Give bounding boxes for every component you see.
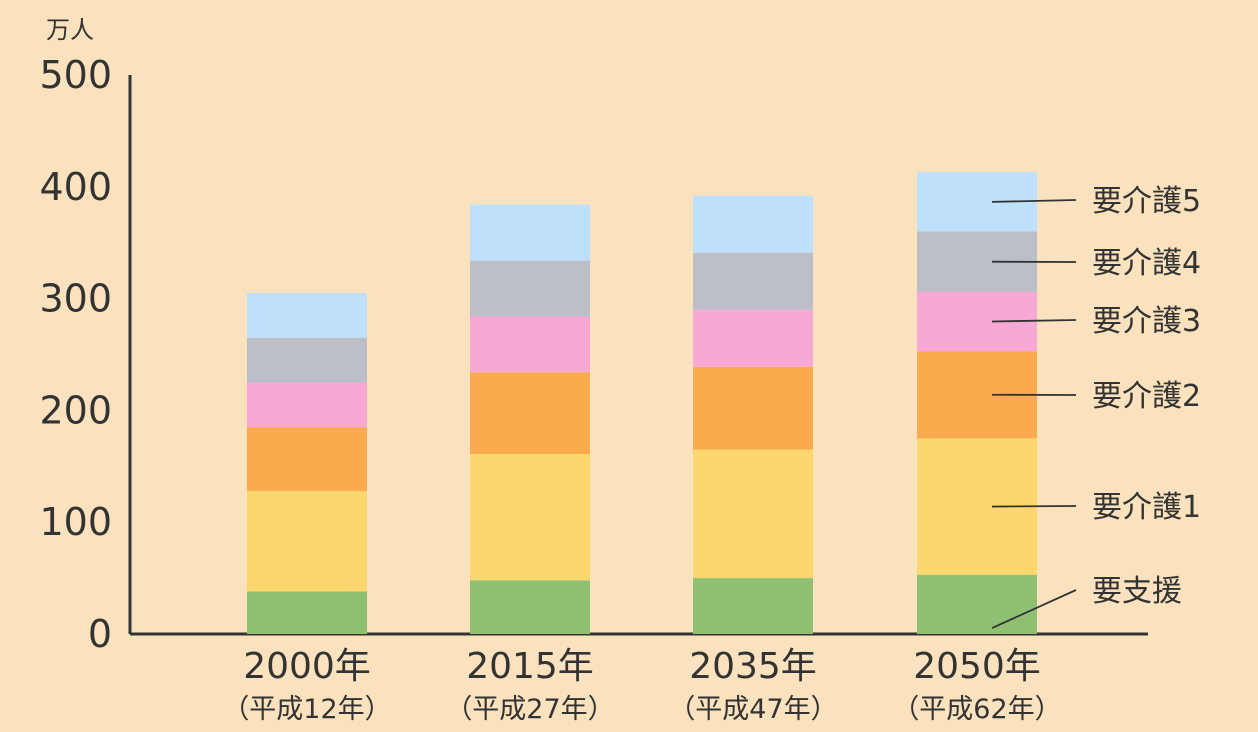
bar-segment	[470, 260, 590, 317]
bars	[247, 172, 1037, 634]
legend-leader-line	[991, 589, 1077, 629]
legend-label: 要介護4	[1092, 246, 1201, 281]
y-tick-label: 300	[39, 277, 112, 321]
x-category-labels: 2000年 （平成12年） 2015年 （平成27年） 2035年 （平成47年） 2050…	[222, 646, 1061, 725]
bar-segment	[470, 204, 590, 261]
bar-segment	[693, 252, 813, 310]
bar-segment	[693, 309, 813, 367]
legend-label: 要介護1	[1092, 490, 1201, 525]
y-tick-label: 100	[39, 500, 112, 544]
bar-segment	[693, 449, 813, 579]
legend-label: 要介護3	[1092, 304, 1201, 339]
bar-segment	[247, 490, 367, 592]
legend-label: 要支援	[1092, 574, 1182, 609]
y-tick-label: 400	[39, 165, 112, 209]
legend-leader-line	[991, 319, 1077, 323]
y-tick-label: 500	[39, 53, 112, 97]
bar-segment	[693, 366, 813, 450]
bar-segment	[693, 578, 813, 634]
bar-segment	[693, 195, 813, 253]
y-axis-unit-label: 万人	[46, 16, 94, 44]
bar-segment	[247, 591, 367, 634]
legend: 要支援 要介護1 要介護2 要介護3 要介護4 要介護5	[991, 184, 1201, 629]
bar-segment	[470, 454, 590, 581]
x-category-sublabel: （平成12年）	[222, 694, 391, 725]
y-tick-label: 200	[39, 388, 112, 432]
x-category-label: 2035年	[689, 646, 817, 687]
bar-segment	[247, 382, 367, 428]
x-category-sublabel: （平成27年）	[445, 694, 614, 725]
x-category-label: 2015年	[466, 646, 594, 687]
bar-segment	[470, 316, 590, 373]
bar-segment	[470, 580, 590, 634]
legend-label: 要介護2	[1092, 379, 1201, 414]
bar-segment	[247, 293, 367, 338]
y-tick-label: 0	[88, 612, 112, 656]
legend-leader-line	[991, 505, 1077, 508]
legend-leader-line	[991, 199, 1077, 203]
bar-segment	[247, 337, 367, 383]
bar-segment	[247, 427, 367, 491]
x-category-sublabel: （平成62年）	[892, 694, 1061, 725]
bar-segment	[470, 372, 590, 455]
legend-label: 要介護5	[1092, 184, 1201, 219]
x-category-label: 2050年	[913, 646, 1041, 687]
x-category-sublabel: （平成47年）	[668, 694, 837, 725]
y-tick-labels: 0 100 200 300 400 500	[39, 53, 112, 656]
x-category-label: 2000年	[243, 646, 371, 687]
bar-segment	[917, 574, 1037, 634]
